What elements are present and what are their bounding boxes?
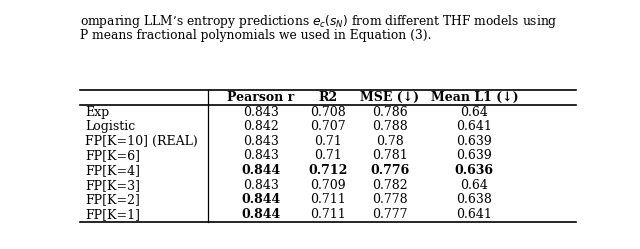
Text: 0.777: 0.777	[372, 208, 408, 221]
Text: 0.641: 0.641	[456, 208, 492, 221]
Text: FP[K=10] (REAL): FP[K=10] (REAL)	[85, 135, 198, 148]
Text: 0.636: 0.636	[455, 164, 494, 177]
Text: Logistic: Logistic	[85, 120, 135, 133]
Text: FP[K=4]: FP[K=4]	[85, 164, 140, 177]
Text: 0.843: 0.843	[243, 149, 279, 162]
Text: 0.843: 0.843	[243, 179, 279, 192]
Text: 0.641: 0.641	[456, 120, 492, 133]
Text: omparing LLM’s entropy predictions $e_c(s_N)$ from different THF models using: omparing LLM’s entropy predictions $e_c(…	[80, 13, 557, 30]
Text: 0.776: 0.776	[371, 164, 410, 177]
Text: 0.708: 0.708	[310, 106, 346, 119]
Text: MSE (↓): MSE (↓)	[360, 91, 420, 104]
Text: FP[K=6]: FP[K=6]	[85, 149, 140, 162]
Text: 0.711: 0.711	[310, 193, 346, 206]
Text: 0.844: 0.844	[241, 208, 281, 221]
Text: FP[K=1]: FP[K=1]	[85, 208, 140, 221]
Text: 0.844: 0.844	[241, 164, 281, 177]
Text: 0.842: 0.842	[243, 120, 279, 133]
Text: 0.71: 0.71	[314, 149, 342, 162]
Text: 0.639: 0.639	[456, 135, 492, 148]
Text: 0.843: 0.843	[243, 106, 279, 119]
Text: FP[K=2]: FP[K=2]	[85, 193, 140, 206]
Text: 0.64: 0.64	[460, 106, 488, 119]
Text: P means fractional polynomials we used in Equation (3).: P means fractional polynomials we used i…	[80, 29, 431, 42]
Text: Pearson r: Pearson r	[227, 91, 294, 104]
Text: 0.781: 0.781	[372, 149, 408, 162]
Text: 0.788: 0.788	[372, 120, 408, 133]
Text: 0.782: 0.782	[372, 179, 408, 192]
Text: 0.707: 0.707	[310, 120, 346, 133]
Text: 0.638: 0.638	[456, 193, 492, 206]
Text: FP[K=3]: FP[K=3]	[85, 179, 140, 192]
Text: 0.711: 0.711	[310, 208, 346, 221]
Text: Mean L1 (↓): Mean L1 (↓)	[431, 91, 518, 104]
Text: 0.78: 0.78	[376, 135, 404, 148]
Text: 0.778: 0.778	[372, 193, 408, 206]
Text: 0.786: 0.786	[372, 106, 408, 119]
Text: 0.64: 0.64	[460, 179, 488, 192]
Text: 0.709: 0.709	[310, 179, 346, 192]
Text: 0.71: 0.71	[314, 135, 342, 148]
Text: 0.844: 0.844	[241, 193, 281, 206]
Text: Exp: Exp	[85, 106, 109, 119]
Text: R2: R2	[319, 91, 337, 104]
Text: 0.843: 0.843	[243, 135, 279, 148]
Text: 0.712: 0.712	[308, 164, 348, 177]
Text: 0.639: 0.639	[456, 149, 492, 162]
